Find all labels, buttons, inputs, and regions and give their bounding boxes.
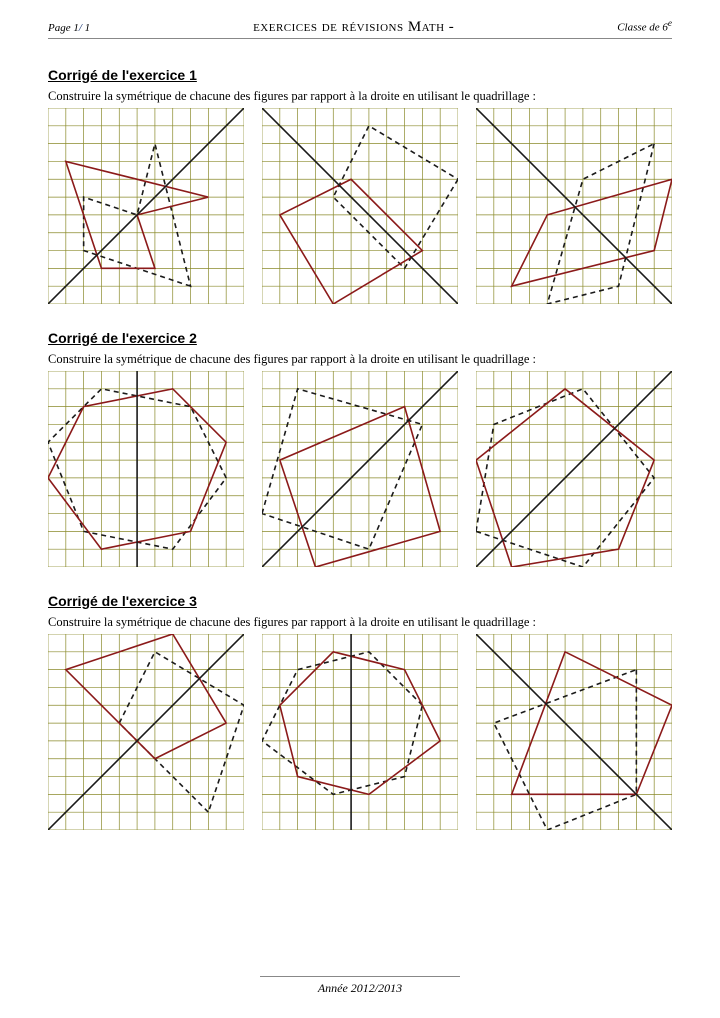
class-label: Classe de 6 xyxy=(617,22,668,34)
footer-rule xyxy=(260,976,460,977)
page-total: 1 xyxy=(85,22,91,34)
figure-cell xyxy=(262,371,458,567)
exercise-block: Corrigé de l'exercice 1 Construire la sym… xyxy=(48,67,672,304)
figure-cell xyxy=(48,371,244,567)
header-class: Classe de 6e xyxy=(617,18,672,34)
exercise-instruction: Construire la symétrique de chacune des … xyxy=(48,89,672,104)
figure-row xyxy=(48,371,672,567)
figure-cell xyxy=(476,634,672,830)
exercise-title: Corrigé de l'exercice 1 xyxy=(48,67,672,83)
page: Page 1/ 1 exercices de révisions Math - … xyxy=(0,0,720,1018)
figure-cell xyxy=(48,108,244,304)
figure-cell xyxy=(262,108,458,304)
exercise-instruction: Construire la symétrique de chacune des … xyxy=(48,352,672,367)
figure-cell xyxy=(48,634,244,830)
figure-row xyxy=(48,108,672,304)
exercise-title: Corrigé de l'exercice 3 xyxy=(48,593,672,609)
exercises-container: Corrigé de l'exercice 1 Construire la sym… xyxy=(48,67,672,830)
figure-cell xyxy=(262,634,458,830)
footer-text: Année 2012/2013 xyxy=(318,981,402,995)
figure-row xyxy=(48,634,672,830)
page-prefix: Page xyxy=(48,22,73,34)
exercise-title: Corrigé de l'exercice 2 xyxy=(48,330,672,346)
class-sup: e xyxy=(668,18,672,28)
page-header: Page 1/ 1 exercices de révisions Math - … xyxy=(48,18,672,39)
header-title: exercices de révisions Math - xyxy=(253,19,454,36)
page-footer: Année 2012/2013 xyxy=(0,976,720,996)
exercise-instruction: Construire la symétrique de chacune des … xyxy=(48,615,672,630)
exercise-block: Corrigé de l'exercice 2 Construire la sym… xyxy=(48,330,672,567)
header-page-number: Page 1/ 1 xyxy=(48,22,90,34)
figure-cell xyxy=(476,371,672,567)
exercise-block: Corrigé de l'exercice 3 Construire la sym… xyxy=(48,593,672,830)
figure-cell xyxy=(476,108,672,304)
